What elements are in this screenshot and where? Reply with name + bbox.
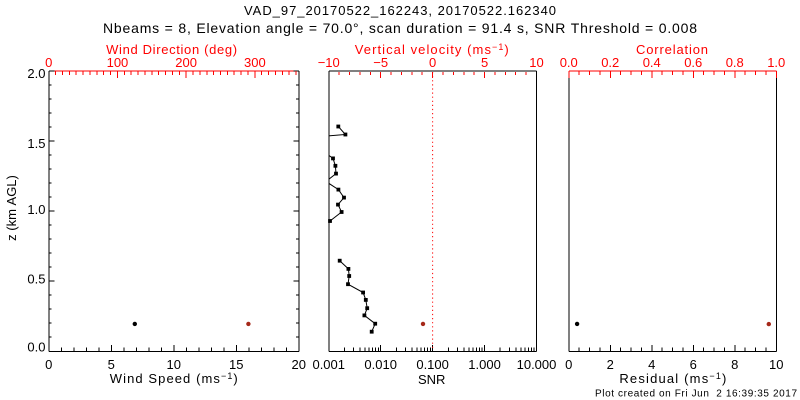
svg-text:0: 0 xyxy=(45,357,52,372)
svg-text:10: 10 xyxy=(167,357,181,372)
svg-text:VAD_97_20170522_162243, 201705: VAD_97_20170522_162243, 20170522.162340 xyxy=(244,3,556,18)
svg-text:10.000: 10.000 xyxy=(517,357,557,372)
svg-text:8: 8 xyxy=(731,357,738,372)
svg-text:−10: −10 xyxy=(318,55,340,70)
svg-text:Nbeams = 8, Elevation angle =: Nbeams = 8, Elevation angle = 70.0°, sca… xyxy=(103,20,697,36)
svg-text:6: 6 xyxy=(690,357,697,372)
svg-text:z (km AGL): z (km AGL) xyxy=(4,175,19,241)
svg-text:0.0: 0.0 xyxy=(27,340,45,355)
svg-text:2: 2 xyxy=(607,357,614,372)
svg-text:0.100: 0.100 xyxy=(416,357,449,372)
svg-text:0.0: 0.0 xyxy=(560,55,578,70)
svg-text:2.0: 2.0 xyxy=(27,66,45,81)
svg-text:Correlation: Correlation xyxy=(636,42,708,57)
svg-text:0.001: 0.001 xyxy=(312,357,345,372)
svg-text:Wind Direction (deg): Wind Direction (deg) xyxy=(106,42,237,57)
svg-text:1.0: 1.0 xyxy=(27,202,45,217)
svg-text:0: 0 xyxy=(429,55,436,70)
svg-text:5: 5 xyxy=(108,357,115,372)
svg-text:0: 0 xyxy=(565,357,572,372)
svg-text:15: 15 xyxy=(229,357,243,372)
svg-text:0.010: 0.010 xyxy=(364,357,397,372)
svg-text:SNR: SNR xyxy=(418,372,445,387)
svg-text:−5: −5 xyxy=(373,55,388,70)
svg-text:0.6: 0.6 xyxy=(684,55,702,70)
svg-text:10: 10 xyxy=(529,55,543,70)
svg-text:10: 10 xyxy=(769,357,783,372)
svg-text:20: 20 xyxy=(292,357,306,372)
svg-text:200: 200 xyxy=(175,55,197,70)
svg-text:100: 100 xyxy=(107,55,129,70)
svg-text:1.0: 1.0 xyxy=(767,55,785,70)
svg-text:0.5: 0.5 xyxy=(27,272,45,287)
svg-text:4: 4 xyxy=(648,357,655,372)
svg-text:0.4: 0.4 xyxy=(643,55,661,70)
svg-text:5: 5 xyxy=(481,55,488,70)
svg-text:Residual (ms−1): Residual (ms−1) xyxy=(619,371,726,386)
svg-text:1.5: 1.5 xyxy=(27,136,45,151)
svg-text:300: 300 xyxy=(244,55,266,70)
svg-text:0.2: 0.2 xyxy=(601,55,619,70)
svg-text:1.000: 1.000 xyxy=(468,357,501,372)
svg-text:0.8: 0.8 xyxy=(726,55,744,70)
svg-text:Plot created on Fri Jun 2 16:: Plot created on Fri Jun 2 16:39:35 2017 xyxy=(595,389,797,400)
svg-text:Vertical velocity (ms−1): Vertical velocity (ms−1) xyxy=(355,42,509,57)
svg-text:0: 0 xyxy=(45,55,52,70)
